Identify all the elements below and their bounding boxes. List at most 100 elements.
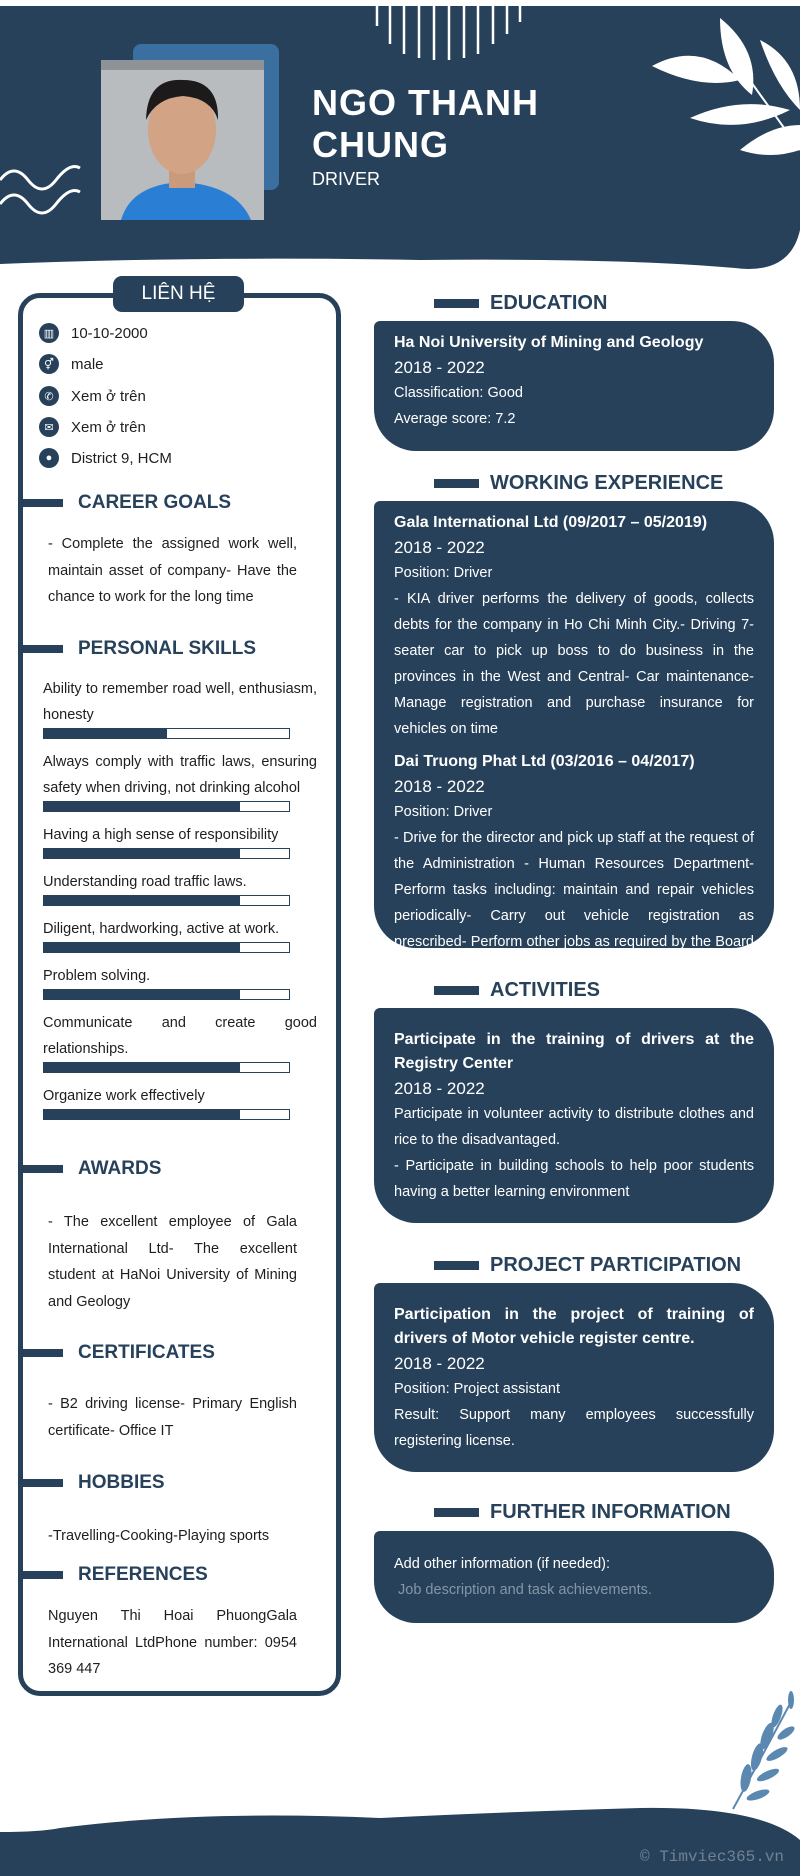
skill-label: Ability to remember road well, enthusias…: [43, 681, 317, 723]
job-years: 2018 - 2022: [394, 777, 485, 796]
skill-item: Having a high sense of responsibility: [43, 822, 317, 859]
contact-text: District 9, HCM: [71, 449, 172, 467]
skill-level-fill: [44, 1108, 240, 1120]
further-info-label: Add other information (if needed):: [394, 1556, 611, 1572]
watermark: © Timviec365.vn: [640, 1848, 785, 1866]
career-goals-header: CAREER GOALS: [22, 491, 231, 515]
further-info-placeholder: Job description and task achievements.: [394, 1582, 652, 1598]
contact-item: ⚥ male: [39, 353, 104, 375]
section-title: EDUCATION: [490, 291, 608, 314]
skill-level-bar: [43, 727, 290, 739]
hobbies-text: -Travelling-Cooking-Playing sports: [48, 1528, 270, 1544]
education-classification: Classification: Good: [394, 385, 523, 401]
references-text: Nguyen Thi Hoai PhuongGala International…: [48, 1608, 297, 1677]
palm-leaf-decoration: [652, 18, 800, 155]
further-info-card: Add other information (if needed): Job d…: [374, 1531, 774, 1623]
awards-text: - The excellent employee of Gala Interna…: [48, 1214, 297, 1310]
section-title: PROJECT PARTICIPATION: [490, 1253, 742, 1276]
job-description: - Drive for the director and pick up sta…: [394, 830, 754, 976]
further-info-header: FURTHER INFORMATION: [434, 1499, 731, 1525]
skill-level-fill: [44, 847, 240, 859]
skill-label: Diligent, hardworking, active at work.: [43, 921, 280, 937]
education-header: EDUCATION: [434, 290, 607, 316]
personal-skills-header: PERSONAL SKILLS: [22, 637, 256, 661]
awards-header: AWARDS: [22, 1157, 161, 1181]
skill-label: Understanding road traffic laws.: [43, 874, 247, 890]
name-line-1: NGO THANH: [312, 82, 539, 123]
skill-item: Problem solving.: [43, 963, 317, 1000]
contact-title: LIÊN HỆ: [113, 276, 244, 312]
section-bar: [434, 298, 479, 308]
contact-item: ▥ 10-10-2000: [39, 322, 148, 344]
section-title: CAREER GOALS: [78, 492, 232, 513]
skill-item: Organize work effectively: [43, 1083, 317, 1120]
stripes-decoration: [375, 6, 522, 60]
skill-label: Having a high sense of responsibility: [43, 827, 279, 843]
skill-level-fill: [44, 988, 240, 1000]
name-line-2: CHUNG: [312, 124, 449, 165]
section-title: WORKING EXPERIENCE: [490, 471, 724, 494]
section-bar: [22, 1165, 63, 1173]
avatar: [101, 60, 264, 220]
skill-level-bar: [43, 847, 290, 859]
contact-item: ✉ Xem ở trên: [39, 416, 146, 438]
birthday-cake-icon: ▥: [39, 323, 59, 343]
activities-card: Participate in the training of drivers a…: [374, 1008, 774, 1223]
project-years: 2018 - 2022: [394, 1354, 485, 1373]
job-years: 2018 - 2022: [394, 538, 485, 557]
activity-description: - Participate in building schools to hel…: [394, 1158, 754, 1200]
email-icon: ✉: [39, 417, 59, 437]
contact-text: Xem ở trên: [71, 387, 146, 405]
section-title: FURTHER INFORMATION: [490, 1500, 731, 1523]
skill-item: Understanding road traffic laws.: [43, 869, 317, 906]
skill-level-bar: [43, 941, 290, 953]
skill-level-fill: [44, 894, 240, 906]
project-name: Participation in the project of training…: [394, 1306, 754, 1347]
section-bar: [22, 1349, 63, 1357]
job-title: DRIVER: [312, 169, 381, 189]
section-title: CERTIFICATES: [78, 1342, 215, 1363]
activity-description: Participate in volunteer activity to dis…: [394, 1106, 754, 1148]
skill-level-bar: [43, 1108, 290, 1120]
section-title: ACTIVITIES: [490, 978, 601, 1001]
gender-icon: ⚥: [39, 354, 59, 374]
skill-item: Ability to remember road well, enthusias…: [43, 676, 317, 739]
contact-text: male: [71, 355, 104, 373]
experience-header: WORKING EXPERIENCE: [434, 470, 723, 496]
job-company: Dai Truong Phat Ltd (03/2016 – 04/2017): [394, 753, 695, 770]
skill-level-fill: [44, 800, 240, 812]
section-bar: [434, 1260, 479, 1270]
section-bar: [22, 1571, 63, 1579]
activities-header: ACTIVITIES: [434, 977, 600, 1003]
section-title: AWARDS: [78, 1158, 162, 1179]
contact-text: Xem ở trên: [71, 418, 146, 436]
skill-level-fill: [44, 727, 167, 739]
section-bar: [434, 985, 479, 995]
section-bar: [434, 1507, 479, 1517]
job-position: Position: Driver: [394, 804, 493, 820]
activity-years: 2018 - 2022: [394, 1079, 485, 1098]
job-position: Position: Driver: [394, 565, 493, 581]
skill-level-fill: [44, 941, 240, 953]
hobbies-header: HOBBIES: [22, 1471, 165, 1495]
skill-level-fill: [44, 1061, 240, 1073]
location-pin-icon: ●: [39, 448, 59, 468]
projects-card: Participation in the project of training…: [374, 1283, 774, 1472]
skill-level-bar: [43, 988, 290, 1000]
section-bar: [22, 499, 63, 507]
certificates-header: CERTIFICATES: [22, 1341, 215, 1365]
skill-label: Always comply with traffic laws, ensurin…: [43, 754, 317, 796]
skill-level-bar: [43, 894, 290, 906]
section-bar: [22, 1479, 63, 1487]
certificates-text: - B2 driving license- Primary English ce…: [48, 1396, 297, 1439]
job-entry: Gala International Ltd (09/2017 – 05/201…: [394, 511, 754, 742]
skill-item: Communicate and create good relationship…: [43, 1010, 317, 1073]
contact-item: ✆ Xem ở trên: [39, 385, 146, 407]
section-bar: [434, 478, 479, 488]
education-card: Ha Noi University of Mining and Geology …: [374, 321, 774, 451]
contact-text: 10-10-2000: [71, 324, 148, 342]
education-years: 2018 - 2022: [394, 358, 485, 377]
job-description: - KIA driver performs the delivery of go…: [394, 591, 754, 737]
job-company: Gala International Ltd (09/2017 – 05/201…: [394, 514, 708, 531]
wave-decoration: [0, 165, 81, 215]
